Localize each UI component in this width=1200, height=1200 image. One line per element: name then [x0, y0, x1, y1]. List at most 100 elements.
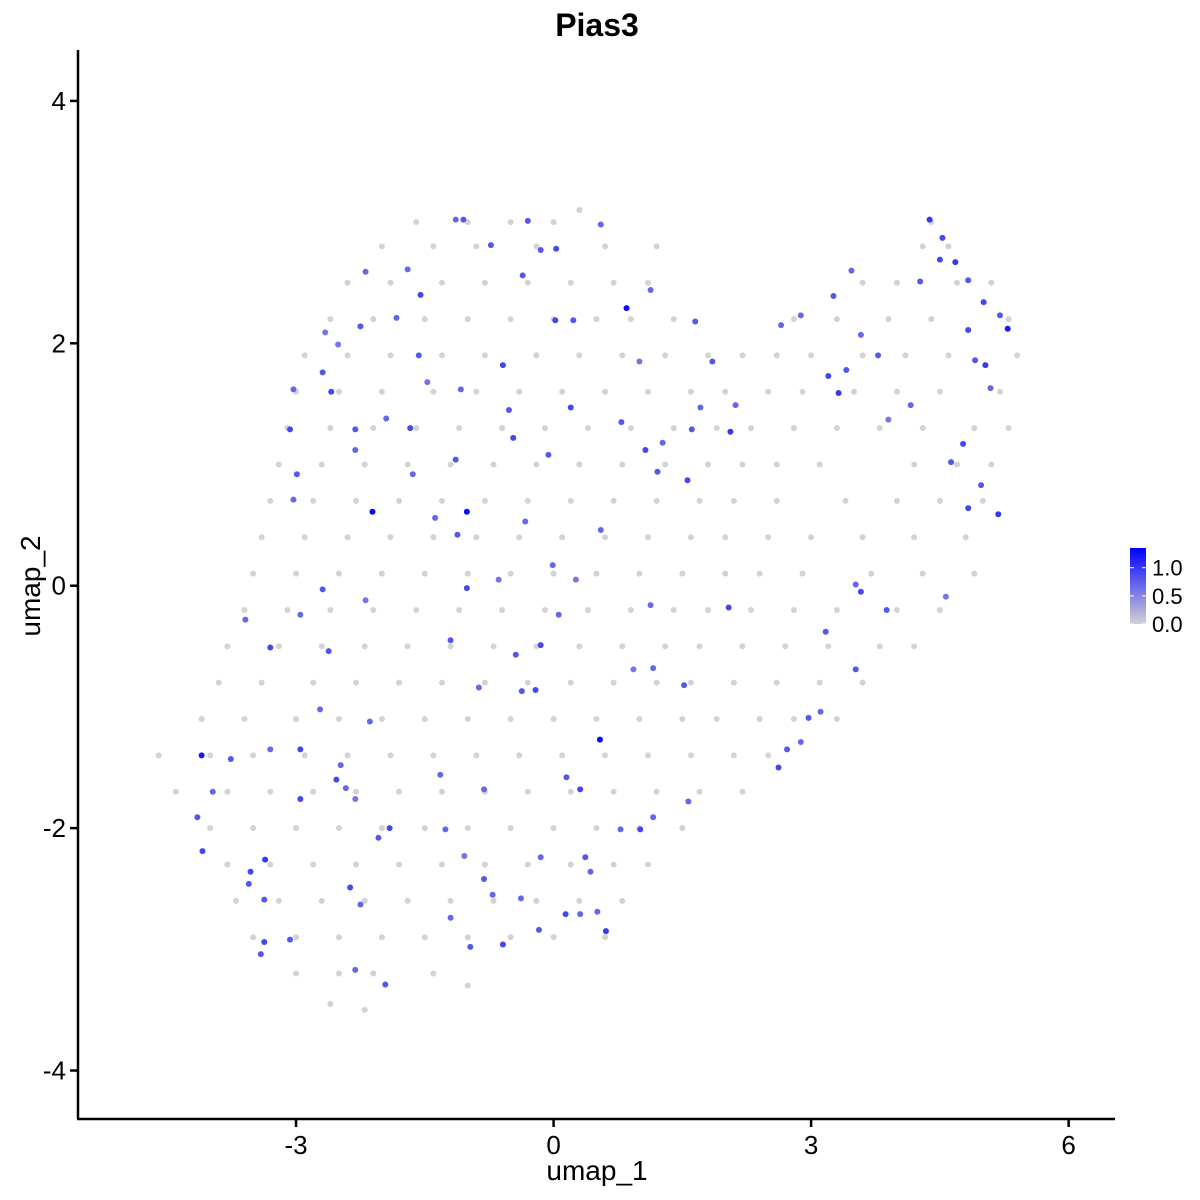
data-point [550, 934, 557, 941]
data-point-expressed [681, 682, 688, 689]
data-point [636, 570, 643, 577]
data-point-expressed [481, 876, 488, 883]
data-point-expressed [242, 616, 249, 623]
data-point-expressed [685, 798, 692, 805]
data-point-expressed [432, 514, 439, 521]
data-point [490, 897, 497, 904]
data-point-expressed [577, 786, 584, 793]
data-point [602, 934, 609, 941]
data-point [250, 825, 257, 832]
data-point [507, 570, 514, 577]
data-point [301, 752, 308, 759]
data-point [413, 606, 420, 613]
data-point [722, 570, 729, 577]
data-point-expressed [549, 562, 556, 569]
data-point [687, 752, 694, 759]
data-point [224, 788, 231, 795]
data-point-expressed [342, 785, 349, 792]
data-point-expressed [697, 404, 704, 411]
data-point [387, 279, 394, 286]
data-point [670, 316, 677, 323]
data-point [610, 861, 617, 868]
data-point [748, 606, 755, 613]
data-point [773, 497, 780, 504]
data-point [730, 679, 737, 686]
data-point [464, 716, 471, 723]
data-point-expressed [618, 419, 625, 426]
data-point [464, 934, 471, 941]
data-point [610, 497, 617, 504]
data-point-expressed [552, 317, 559, 324]
data-point [430, 243, 437, 250]
data-point-expressed [415, 352, 422, 359]
data-point [962, 534, 969, 541]
x-axis-label: umap_1 [546, 1155, 647, 1186]
data-point-expressed [567, 404, 574, 411]
data-point [790, 316, 797, 323]
data-point [310, 788, 317, 795]
data-point [396, 497, 403, 504]
data-point [988, 461, 995, 468]
data-point [335, 825, 342, 832]
data-point [911, 643, 918, 650]
data-point [378, 243, 385, 250]
data-point [662, 643, 669, 650]
x-tick-label: 3 [804, 1130, 818, 1160]
data-point-expressed [262, 856, 269, 863]
data-point [421, 316, 428, 323]
data-point [387, 352, 394, 359]
data-point [627, 316, 634, 323]
data-point-expressed [817, 708, 824, 715]
data-point-expressed [797, 312, 804, 319]
x-tick-label: 6 [1061, 1130, 1075, 1160]
data-point-expressed [475, 684, 482, 691]
data-point-expressed [532, 686, 539, 693]
data-point [559, 752, 566, 759]
data-point [335, 716, 342, 723]
data-point [507, 934, 514, 941]
data-point-expressed [357, 323, 364, 330]
data-point [730, 497, 737, 504]
data-point-expressed [297, 796, 304, 803]
data-point [456, 606, 463, 613]
data-point-expressed [594, 908, 601, 915]
data-point-expressed [297, 746, 304, 753]
data-point [275, 461, 282, 468]
data-point [267, 497, 274, 504]
data-point-expressed [778, 322, 785, 329]
data-point [413, 219, 420, 226]
data-point-expressed [659, 439, 666, 446]
data-point [705, 461, 712, 468]
data-point [353, 788, 360, 795]
data-point [481, 279, 488, 286]
data-point [722, 534, 729, 541]
data-point [954, 279, 961, 286]
data-point-expressed [577, 911, 584, 918]
data-point-expressed [199, 848, 206, 855]
data-point [567, 788, 574, 795]
data-point-expressed [978, 482, 985, 489]
data-point-expressed [267, 746, 274, 753]
data-point [353, 497, 360, 504]
data-point [473, 534, 480, 541]
data-point-expressed [382, 981, 389, 988]
data-point [679, 716, 686, 723]
data-point-expressed [247, 868, 254, 875]
data-point [619, 352, 626, 359]
data-point [739, 643, 746, 650]
data-point-expressed [319, 586, 326, 593]
data-point [421, 934, 428, 941]
data-point-expressed [875, 352, 882, 359]
data-point [1014, 352, 1021, 359]
data-point [687, 534, 694, 541]
data-point-expressed [362, 268, 369, 275]
data-point [507, 716, 514, 723]
data-point-expressed [393, 314, 400, 321]
data-point [524, 497, 531, 504]
data-point [172, 788, 179, 795]
data-point [773, 352, 780, 359]
data-point [335, 934, 342, 941]
data-point [645, 534, 652, 541]
data-point [293, 825, 300, 832]
